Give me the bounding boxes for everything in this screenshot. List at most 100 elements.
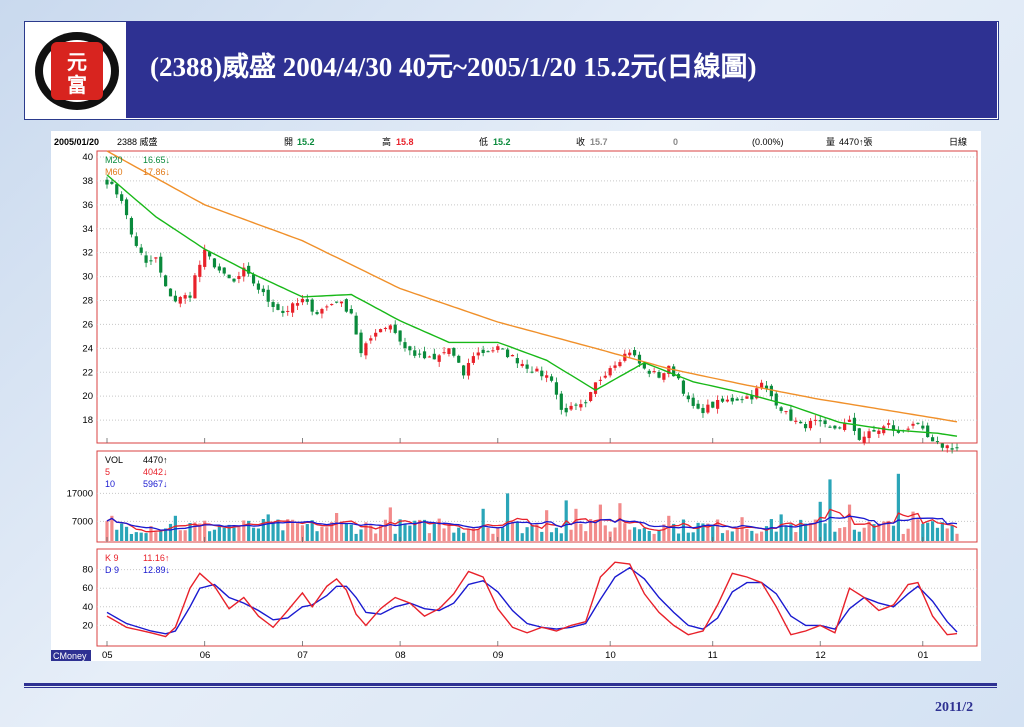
candle-body	[222, 267, 226, 274]
volume-bar	[310, 520, 314, 541]
volume-bar	[579, 523, 583, 541]
volume-bar	[706, 523, 710, 541]
candle-body	[515, 357, 519, 364]
candle-body	[716, 399, 720, 409]
legend-vol5-value: 4042↓	[143, 467, 168, 477]
volume-bar	[574, 508, 578, 541]
legend-vol-value: 4470↑	[143, 455, 168, 465]
candle-body	[471, 356, 475, 363]
volume-bar	[838, 528, 842, 541]
volume-bar	[491, 533, 495, 541]
candle-body	[525, 364, 529, 369]
volume-bar	[940, 522, 944, 541]
candle-body	[496, 346, 500, 351]
volume-bar	[589, 519, 593, 541]
x-tick-label: 01	[918, 650, 929, 661]
volume-bar	[134, 532, 138, 541]
kd-legend: K 9 11.16↑ D 9 12.89↓	[105, 553, 170, 575]
candle-body	[232, 278, 236, 282]
candle-body	[701, 407, 705, 414]
volume-bar	[222, 527, 226, 541]
volume-bar	[740, 517, 744, 541]
price-tick-label: 40	[82, 152, 93, 163]
candle-body	[247, 265, 251, 274]
info-high: 15.8	[396, 137, 414, 147]
candle-body	[212, 258, 217, 268]
legend-d-value: 12.89↓	[143, 565, 170, 575]
volume-bars	[105, 473, 959, 541]
volume-bar	[242, 520, 246, 541]
price-tick-label: 22	[82, 367, 93, 378]
volume-bar	[691, 532, 695, 541]
candle-body	[720, 398, 725, 402]
volume-bar	[481, 508, 485, 541]
volume-bar	[124, 526, 129, 541]
volume-bar	[120, 523, 124, 541]
candle-body	[891, 425, 896, 431]
volume-bar	[867, 521, 871, 541]
volume-bar	[530, 525, 534, 541]
candle-body	[833, 425, 837, 429]
candle-body	[740, 399, 744, 401]
candle-body	[466, 362, 471, 376]
volume-bar	[549, 532, 554, 541]
volume-bar	[207, 531, 212, 541]
volume-bar	[916, 519, 920, 541]
volume-ma10-line	[106, 515, 958, 531]
candle-body	[256, 283, 261, 290]
volume-bar	[291, 519, 295, 541]
candle-body	[403, 342, 407, 349]
candle-body	[554, 382, 559, 395]
kd-tick-label: 40	[82, 602, 93, 613]
price-tick-label: 30	[82, 272, 93, 283]
volume-bar	[378, 525, 383, 541]
x-axis: 05 06 07 08 09 10 11 12 012005	[102, 438, 934, 661]
volume-bar	[637, 529, 642, 541]
candle-body	[281, 310, 285, 313]
volume-bar	[418, 519, 422, 541]
candle-body	[574, 404, 578, 406]
candle-body	[261, 288, 265, 293]
volume-bar	[149, 526, 153, 541]
candle-body	[545, 375, 549, 378]
volume-bar	[935, 527, 940, 541]
candle-body	[447, 348, 451, 355]
volume-bar	[887, 520, 891, 541]
volume-bar	[584, 531, 588, 541]
volume-legend: VOL 4470↑ 5 4042↓ 10 5967↓	[105, 455, 168, 489]
volume-bar	[911, 511, 915, 541]
candle-body	[193, 275, 197, 299]
candle-body	[784, 411, 788, 413]
volume-bar	[930, 521, 935, 541]
candle-body	[872, 430, 876, 432]
volume-bar	[545, 510, 549, 541]
candle-body	[291, 303, 295, 313]
candle-body	[847, 419, 852, 422]
volume-bar	[457, 527, 461, 541]
volume-bar	[320, 526, 324, 541]
legend-k-label: K 9	[105, 553, 119, 563]
legend-ma60-value: 17.86↓	[143, 167, 170, 177]
footer-date: 2011/2	[935, 700, 974, 715]
price-tick-label: 34	[82, 224, 93, 235]
candle-body	[877, 430, 881, 434]
volume-bar	[632, 527, 637, 541]
candle-body	[349, 308, 353, 314]
candle-body	[159, 256, 163, 273]
candle-body	[251, 274, 256, 284]
candle-body	[520, 363, 524, 367]
candle-body	[320, 309, 324, 314]
volume-bar	[657, 530, 661, 541]
candle-body	[672, 366, 676, 377]
legend-vol-label: VOL	[105, 455, 123, 465]
volume-bar	[447, 523, 451, 541]
kd-tick-label: 20	[82, 620, 93, 631]
candle-body	[315, 312, 319, 315]
candle-body	[838, 427, 842, 429]
bottom-rule	[24, 683, 997, 686]
candle-body	[896, 430, 900, 433]
volume-bar	[452, 532, 456, 541]
volume-bar	[926, 522, 930, 541]
x-tick-label: 07	[297, 650, 308, 661]
volume-bar	[623, 523, 627, 541]
